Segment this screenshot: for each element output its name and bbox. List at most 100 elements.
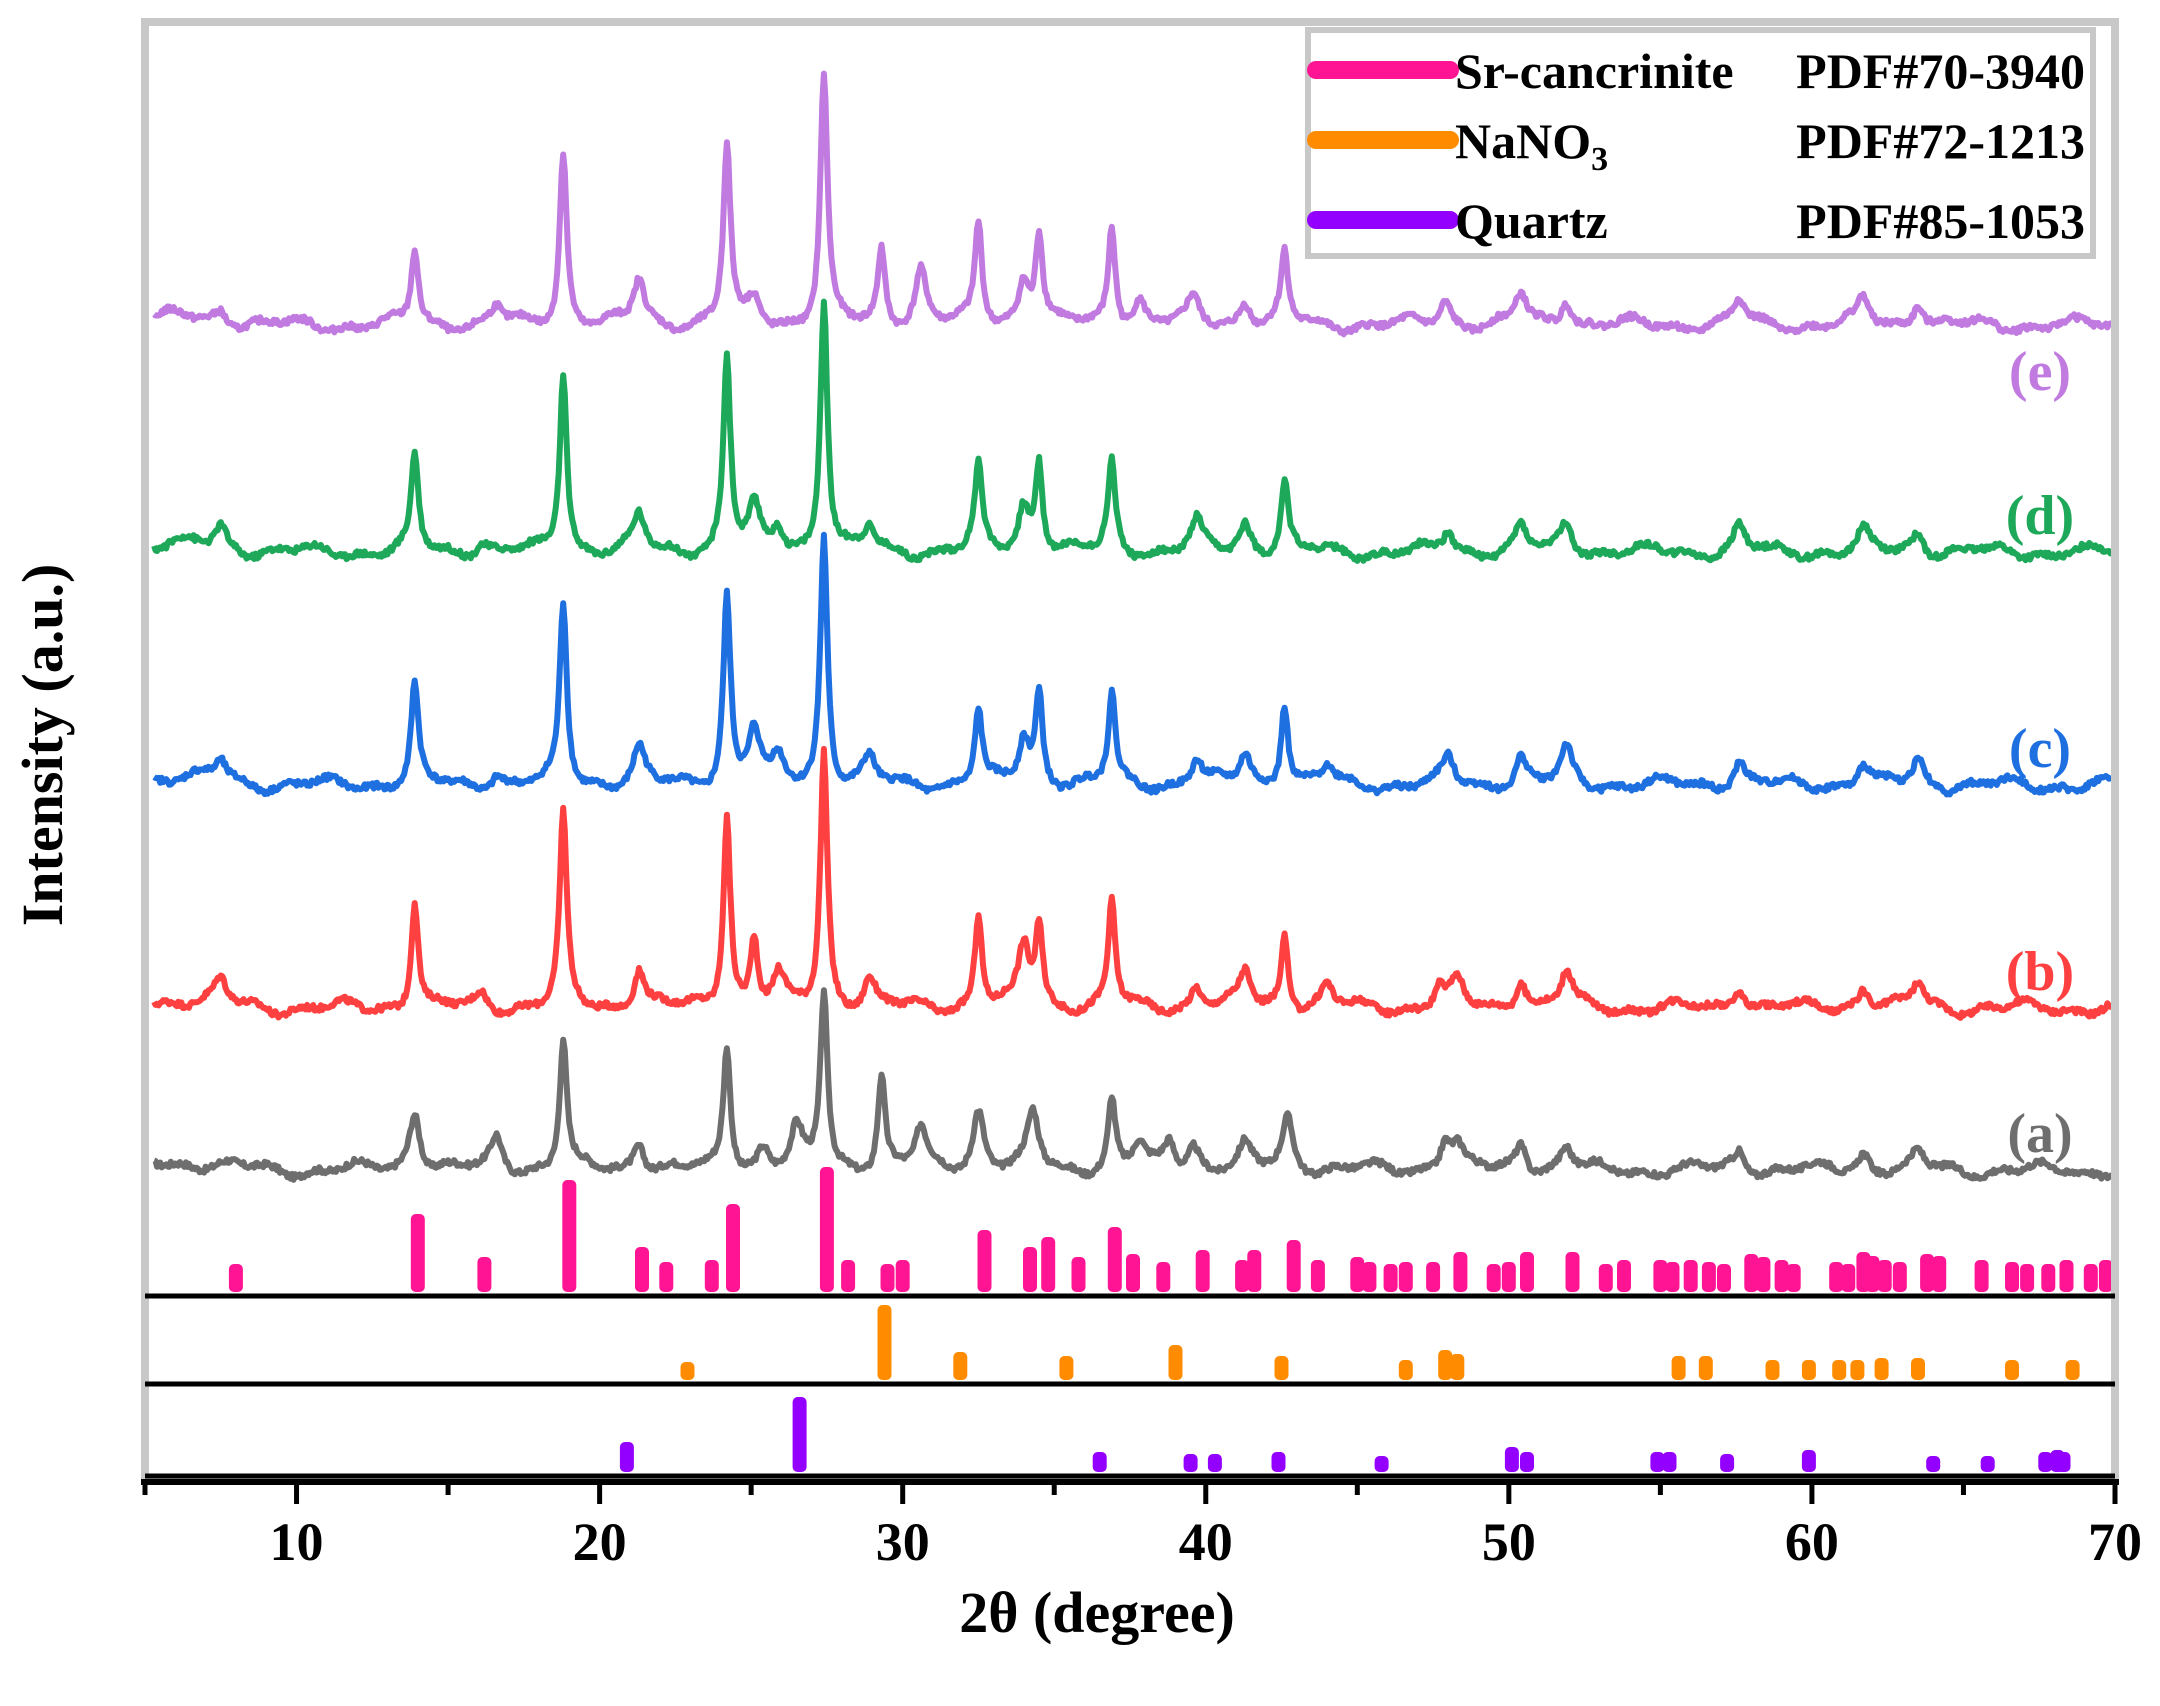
ref-stick-1-26 [1362,1262,1377,1292]
ref-stick-3-15 [1980,1456,1995,1472]
ref-stick-1-27 [1383,1264,1398,1292]
ref-stick-1-21 [1235,1260,1250,1292]
ref-stick-2-17 [1911,1358,1925,1380]
ref-stick-1-7 [704,1260,719,1292]
ref-stick-1-55 [2005,1262,2019,1292]
ref-stick-2-3 [953,1352,968,1380]
ref-stick-2-10 [1671,1356,1686,1380]
ref-stick-1-59 [2083,1264,2098,1292]
ref-stick-1-50 [1877,1260,1892,1292]
ref-stick-3-2 [792,1397,807,1472]
ref-stick-3-7 [1374,1456,1389,1472]
ref-stick-1-46 [1829,1262,1844,1292]
series-line-1 [152,987,2114,1183]
ref-stick-1-22 [1247,1250,1262,1292]
ref-stick-2-18 [2005,1360,2019,1380]
ref-stick-2-1 [680,1362,695,1380]
legend: Sr-cancrinite PDF#70-3940 NaNO3 PDF#72-1213… [1305,27,2096,259]
ref-stick-3-16 [2038,1452,2053,1472]
ref-stick-1-2 [410,1214,425,1292]
reference-patterns [228,1167,2113,1472]
ref-stick-1-47 [1841,1264,1856,1292]
series-line-3 [152,531,2115,798]
ref-stick-1-58 [2059,1260,2074,1292]
ref-stick-1-8 [726,1204,740,1292]
ref-stick-1-23 [1286,1240,1301,1292]
ref-stick-1-3 [477,1257,492,1292]
legend-name-1: Sr-cancrinite [1455,43,1734,99]
ref-stick-2-2 [877,1305,892,1380]
legend-pdf-3: PDF#85-1053 [1796,193,2085,249]
ref-stick-2-6 [1274,1356,1289,1380]
series-label-3: (c) [2009,718,2071,780]
ref-stick-2-19 [2065,1360,2080,1380]
ref-stick-1-31 [1486,1264,1501,1292]
ref-stick-1-9 [819,1167,834,1292]
ref-stick-1-10 [841,1260,856,1292]
x-tick-label-50: 50 [1482,1512,1536,1572]
ref-stick-1-12 [895,1260,910,1292]
ref-stick-1-38 [1665,1262,1680,1292]
ref-stick-1-41 [1717,1264,1731,1292]
series-label-1: (a) [2007,1103,2072,1165]
ref-stick-2-11 [1698,1356,1713,1380]
ref-stick-1-16 [1071,1257,1086,1292]
ref-stick-3-5 [1207,1454,1222,1472]
legend-name-3: Quartz [1455,193,1608,249]
ref-stick-2-12 [1765,1360,1780,1380]
x-tick-label-20: 20 [573,1512,627,1572]
series-label-4: (d) [2006,485,2074,547]
ref-stick-1-15 [1041,1237,1056,1292]
ref-stick-2-15 [1850,1360,1865,1380]
ref-stick-1-18 [1126,1254,1140,1292]
ref-stick-1-40 [1701,1262,1716,1292]
ref-stick-3-1 [619,1442,634,1472]
ref-stick-2-14 [1832,1360,1847,1380]
ref-stick-1-60 [2098,1260,2113,1292]
ref-stick-1-14 [1023,1247,1037,1292]
ref-stick-1-17 [1107,1227,1122,1292]
ref-stick-2-5 [1168,1345,1183,1380]
ref-stick-1-43 [1756,1257,1771,1292]
series-line-4 [151,298,2115,564]
ref-stick-1-37 [1653,1260,1668,1292]
ref-stick-1-25 [1350,1257,1365,1292]
ref-stick-1-28 [1398,1262,1413,1292]
ref-stick-3-3 [1092,1452,1107,1472]
ref-stick-1-35 [1598,1264,1613,1292]
ref-stick-2-7 [1398,1360,1413,1380]
ref-stick-1-53 [1932,1256,1947,1292]
ref-stick-1-6 [659,1262,674,1292]
ref-stick-1-13 [977,1230,992,1292]
ref-stick-3-14 [1926,1456,1941,1472]
ref-stick-1-1 [228,1264,243,1292]
ref-stick-1-54 [1974,1260,1989,1292]
ref-stick-1-20 [1195,1250,1210,1292]
ref-stick-1-11 [880,1264,895,1292]
ref-stick-1-57 [2041,1264,2056,1292]
x-tick-label-40: 40 [1179,1512,1233,1572]
series-line-5 [152,70,2115,338]
ref-stick-2-8 [1438,1350,1453,1380]
ref-stick-1-45 [1786,1264,1801,1292]
y-axis-label: Intensity (a.u.) [10,564,75,927]
ref-stick-1-44 [1774,1260,1789,1292]
series-labels: (a) (b) (c) (d) (e) [2006,341,2074,1165]
ref-stick-2-9 [1450,1354,1465,1380]
series-line-2 [151,745,2115,1021]
ref-stick-1-5 [635,1247,649,1292]
ref-stick-1-33 [1520,1252,1534,1292]
ref-stick-1-29 [1426,1262,1441,1292]
x-axis-label: 2θ (degree) [959,1580,1235,1645]
series-label-2: (b) [2006,941,2074,1003]
legend-pdf-1: PDF#70-3940 [1796,43,2085,99]
ref-stick-1-32 [1501,1262,1516,1292]
x-tick-label-10: 10 [270,1512,324,1572]
ref-stick-3-9 [1520,1452,1534,1472]
series-layer [151,70,2115,1183]
ref-stick-1-19 [1156,1262,1171,1292]
ref-stick-3-18 [2056,1452,2071,1472]
ref-stick-1-49 [1865,1256,1880,1292]
ref-stick-3-10 [1650,1452,1665,1472]
